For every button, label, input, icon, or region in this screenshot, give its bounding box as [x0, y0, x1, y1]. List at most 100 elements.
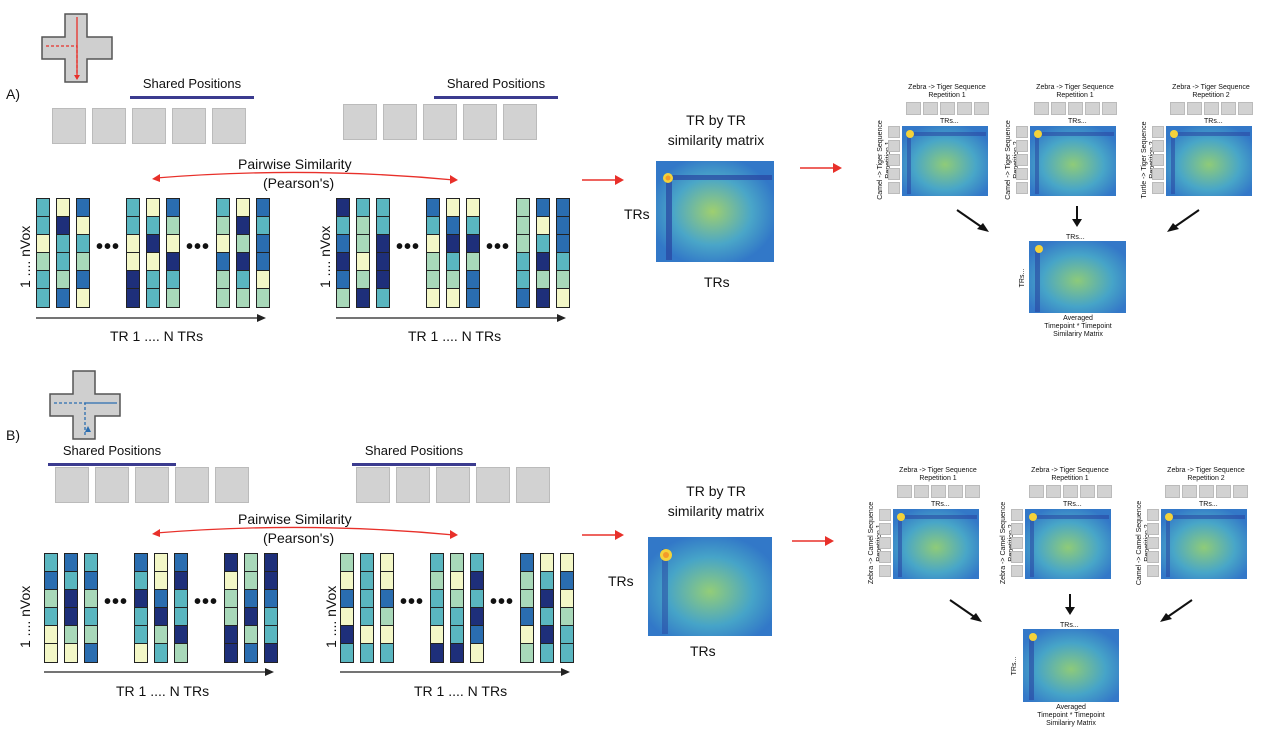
animal-thumb-icon: [1085, 102, 1100, 115]
tiny-animal-strip: [906, 102, 989, 115]
voxel-axis-label: 1 .... nVox: [317, 225, 333, 288]
animal-thumb-icon: [1152, 140, 1164, 152]
voxel-column: [360, 553, 374, 663]
camel-icon: [343, 104, 377, 140]
voxel-cell: [447, 289, 460, 307]
voxel-column: [56, 198, 70, 308]
matrix-title: TR by TR: [686, 112, 746, 128]
animal-thumb-icon: [888, 140, 900, 152]
pairwise-similarity-label: Pairwise Similarity: [238, 511, 352, 527]
voxel-column: [64, 553, 78, 663]
voxel-cell: [65, 554, 77, 572]
repetition-title: Zebra -> Tiger Sequence Repetition 2: [1167, 467, 1245, 482]
voxel-column: [470, 553, 485, 663]
voxel-cell: [265, 590, 278, 608]
shared-underline: [352, 463, 476, 466]
animal-thumb-icon: [879, 551, 891, 563]
voxel-cell: [341, 608, 353, 626]
voxel-cell: [237, 253, 250, 271]
animal-thumb-icon: [1080, 485, 1095, 498]
voxel-column: [376, 198, 390, 308]
voxel-cell: [557, 289, 570, 307]
tr-axis-arrow: [340, 668, 570, 676]
voxel-cell: [217, 217, 230, 235]
voxel-cell: [135, 572, 148, 590]
flow-arrow: [582, 175, 624, 185]
repetition-matrix: [1025, 509, 1111, 579]
small-trs-label: TRs...: [1068, 118, 1087, 125]
voxel-cell: [471, 554, 484, 572]
voxel-cell: [537, 217, 550, 235]
voxel-cell: [341, 626, 353, 644]
animal-thumb-icon: [1063, 485, 1078, 498]
shared-underline: [48, 463, 176, 466]
voxel-cell: [37, 289, 49, 307]
animal-thumb-icon: [1016, 140, 1028, 152]
animal-thumb-icon: [1016, 168, 1028, 180]
voxel-cell: [65, 572, 77, 590]
voxel-cell: [135, 554, 148, 572]
small-trs-label: TRs...: [1066, 234, 1085, 241]
voxel-column: [126, 198, 141, 308]
voxel-cell: [541, 644, 554, 662]
tr-axis-label: TR 1 .... N TRs: [110, 328, 204, 344]
converge-arrow: [949, 599, 982, 622]
voxel-cell: [467, 235, 480, 253]
voxel-cell: [381, 572, 393, 590]
panel-label: A): [6, 86, 20, 102]
animal-thumb-icon: [1068, 102, 1083, 115]
voxel-cell: [155, 608, 168, 626]
voxel-cell: [357, 289, 369, 307]
turtle-icon: [516, 467, 550, 503]
voxel-cell: [135, 644, 148, 662]
voxel-cell: [265, 554, 278, 572]
animal-thumb-icon: [1016, 126, 1028, 138]
panel-label: B): [6, 427, 20, 443]
voxel-cell: [447, 271, 460, 289]
voxel-cell: [427, 289, 440, 307]
animal-thumb-icon: [1046, 485, 1061, 498]
voxel-cell: [57, 217, 69, 235]
voxel-cell: [521, 644, 534, 662]
voxel-cell: [175, 626, 188, 644]
repetition-matrix: [1166, 126, 1252, 196]
voxel-cell: [337, 199, 349, 217]
animal-thumb-icon: [1147, 523, 1159, 535]
animal-thumb-icon: [1147, 537, 1159, 549]
voxel-cell: [217, 199, 230, 217]
voxel-cell: [361, 626, 373, 644]
voxel-cell: [85, 590, 97, 608]
voxel-cell: [257, 217, 270, 235]
voxel-cell: [155, 554, 168, 572]
voxel-cell: [471, 626, 484, 644]
voxel-cell: [447, 235, 460, 253]
animal-thumb-icon: [888, 126, 900, 138]
voxel-cell: [175, 590, 188, 608]
animal-thumb-icon: [1221, 102, 1236, 115]
animal-thumb-icon: [931, 485, 946, 498]
tiny-animal-column: [1011, 509, 1023, 577]
voxel-cell: [85, 626, 97, 644]
zebra-icon: [55, 467, 89, 503]
voxel-cell: [517, 253, 530, 271]
voxel-cell: [561, 626, 574, 644]
voxel-cell: [557, 271, 570, 289]
pairwise-arrow: [152, 526, 458, 539]
voxel-cell: [45, 608, 57, 626]
animal-thumb-icon: [879, 565, 891, 577]
voxel-cell: [341, 572, 353, 590]
voxel-column: [520, 553, 535, 663]
shared-positions-label: Shared Positions: [364, 443, 464, 458]
animal-thumb-icon: [879, 537, 891, 549]
voxel-cell: [257, 253, 270, 271]
voxel-column: [430, 553, 445, 663]
voxel-cell: [135, 590, 148, 608]
voxel-cell: [521, 554, 534, 572]
voxel-cell: [517, 199, 530, 217]
ellipsis: •••: [96, 236, 121, 258]
voxel-cell: [357, 271, 369, 289]
pairwise-arrow: [152, 171, 458, 184]
animal-thumb-icon: [1147, 565, 1159, 577]
voxel-cell: [155, 590, 168, 608]
voxel-column: [516, 198, 531, 308]
